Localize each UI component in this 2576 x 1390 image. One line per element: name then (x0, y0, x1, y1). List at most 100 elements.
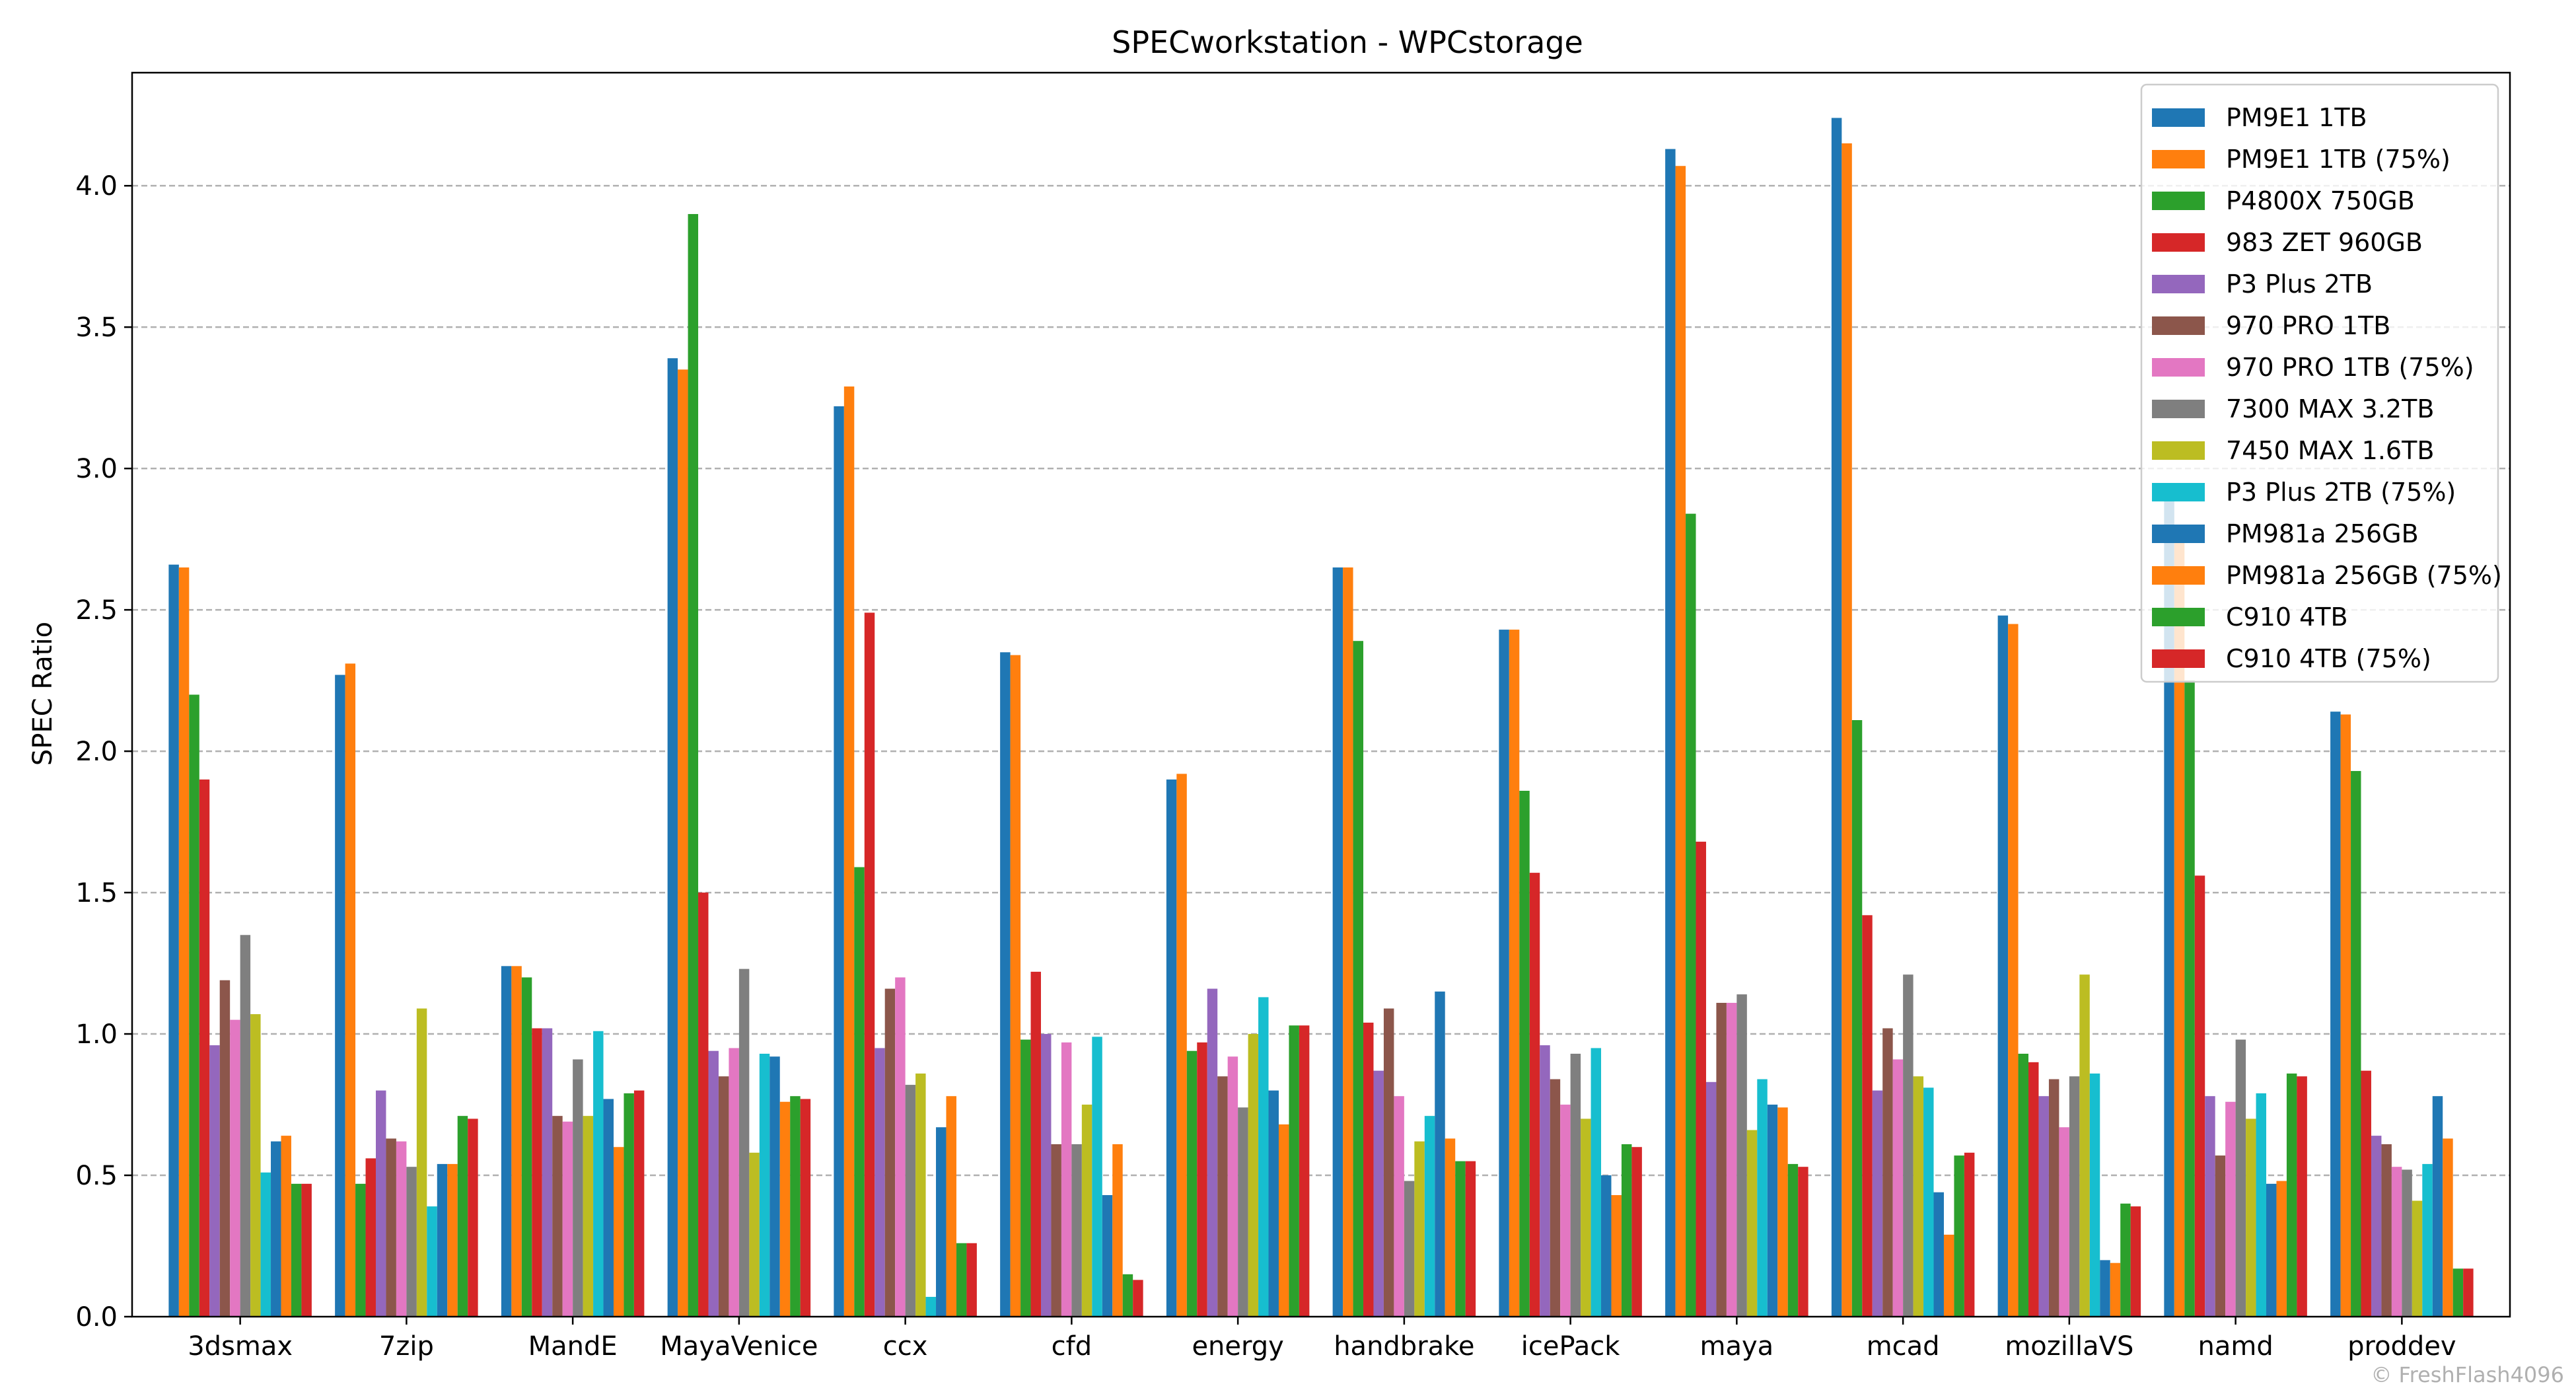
x-tick-label: MayaVenice (660, 1331, 818, 1362)
bar (708, 1050, 719, 1317)
bar (271, 1141, 281, 1317)
bar (1258, 997, 1269, 1317)
bar (1030, 971, 1041, 1317)
bar (365, 1158, 376, 1317)
legend-swatch (2152, 316, 2205, 335)
bar (1933, 1192, 1944, 1317)
bar (779, 1101, 791, 1317)
bar (1631, 1147, 1642, 1317)
bar (1509, 630, 1520, 1317)
bar (1122, 1274, 1133, 1317)
x-tick-label: maya (1700, 1331, 1774, 1362)
bar (603, 1099, 614, 1317)
bar (1923, 1087, 1934, 1317)
legend-swatch (2152, 108, 2205, 127)
x-tick-label: handbrake (1334, 1331, 1474, 1362)
bar (2069, 1076, 2080, 1317)
bar (2402, 1169, 2412, 1317)
bar (1621, 1144, 1632, 1317)
bar (1798, 1167, 1808, 1317)
bar (1112, 1144, 1123, 1317)
legend-entry: 970 PRO 1TB (75%) (2226, 353, 2474, 382)
bar (2422, 1163, 2433, 1317)
bar (335, 675, 345, 1317)
bar (1686, 513, 1696, 1317)
bar (1882, 1028, 1893, 1317)
bar (1332, 567, 1343, 1317)
bar (1061, 1042, 1072, 1317)
bar (2120, 1203, 2131, 1317)
y-tick-label: 3.0 (75, 454, 118, 484)
bar (447, 1163, 458, 1317)
legend-entry: 7300 MAX 3.2TB (2226, 394, 2434, 423)
x-tick-label: namd (2198, 1331, 2273, 1362)
bar (1560, 1105, 1571, 1317)
bar (219, 980, 231, 1317)
legend-entry: PM981a 256GB (75%) (2226, 561, 2502, 590)
bar (406, 1167, 417, 1317)
plot-frame (131, 71, 2511, 1318)
bar (1913, 1076, 1924, 1317)
legend-swatch (2152, 358, 2205, 377)
bar (1581, 1118, 1591, 1317)
bar (875, 1048, 885, 1317)
bar (2235, 1039, 2246, 1317)
bar (1186, 1050, 1198, 1317)
bar (884, 988, 896, 1317)
bar (521, 977, 532, 1317)
bar (956, 1243, 967, 1317)
bar (178, 567, 190, 1317)
bar (2059, 1127, 2069, 1317)
legend-entry: C910 4TB (75%) (2226, 644, 2431, 673)
bar (1343, 567, 1353, 1317)
y-tick-label: 1.5 (75, 878, 118, 908)
legend: PM9E1 1TB PM9E1 1TB (75%) P4800X 750GB 983 … (2140, 83, 2502, 683)
bar (2276, 1181, 2287, 1317)
legend-swatch (2152, 275, 2205, 293)
legend-swatch (2152, 608, 2205, 626)
bar (1268, 1090, 1279, 1317)
bar (240, 935, 251, 1317)
bar (1842, 143, 1852, 1317)
legend-entry: P3 Plus 2TB (75%) (2226, 478, 2456, 507)
legend-entry: 983 ZET 960GB (2226, 228, 2423, 257)
bar (2412, 1200, 2423, 1317)
bar (1872, 1090, 1883, 1317)
legend-swatch (2152, 441, 2205, 460)
bar (2079, 974, 2090, 1317)
bar (1787, 1163, 1799, 1317)
x-tick-label: 3dsmax (188, 1331, 293, 1362)
bar (1499, 630, 1509, 1317)
bar (2164, 494, 2174, 1317)
y-tick-label: 2.0 (75, 737, 118, 767)
bar (1675, 166, 1686, 1317)
bar (1903, 974, 1914, 1317)
bar (2205, 1096, 2215, 1317)
bar (1964, 1152, 1975, 1317)
legend-swatch (2152, 233, 2205, 252)
bar (925, 1297, 937, 1317)
bar (2018, 1054, 2029, 1317)
bar (2215, 1155, 2226, 1317)
bar (593, 1031, 604, 1317)
bar (468, 1118, 478, 1317)
bar (966, 1243, 977, 1317)
bar (1757, 1079, 1768, 1317)
axes-layer: 0.0 0.5 1.0 1.5 2.0 2.5 3.0 3.5 4.0 3dsmax 7zip Man… (75, 71, 2511, 1362)
bar (2266, 1183, 2277, 1317)
bar (2463, 1268, 2474, 1317)
bar (501, 966, 512, 1317)
bar (2110, 1262, 2121, 1317)
bar (1435, 991, 1445, 1317)
bar (1000, 652, 1011, 1317)
bar (416, 1008, 427, 1317)
bar (1943, 1234, 1954, 1317)
x-tick-label: MandE (528, 1331, 618, 1362)
bar (1414, 1141, 1425, 1317)
bar (698, 893, 709, 1317)
bar (209, 1045, 220, 1317)
bar (1197, 1042, 1207, 1317)
bar (1166, 779, 1177, 1317)
bar (843, 386, 855, 1317)
x-tick-label: 7zip (379, 1331, 434, 1362)
